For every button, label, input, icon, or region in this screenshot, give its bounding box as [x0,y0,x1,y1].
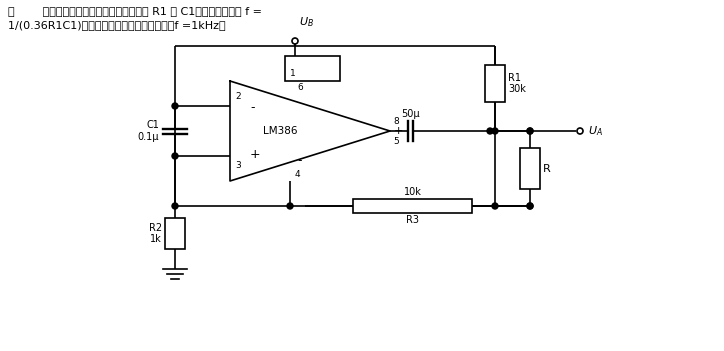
Circle shape [172,153,178,159]
Circle shape [287,203,293,209]
Bar [485,65,505,102]
Text: +: + [250,147,261,160]
Bar [165,218,185,249]
Text: -: - [298,154,302,167]
Text: 10k: 10k [403,187,421,197]
Text: 图        所示振荡电路的振荡频率直接取决于 R1 和 C1，有近似关系式 f =: 图 所示振荡电路的振荡频率直接取决于 R1 和 C1，有近似关系式 f = [8,6,262,16]
Text: +: + [394,126,403,136]
Text: 1: 1 [290,69,295,78]
Text: -: - [250,101,255,114]
Text: 3: 3 [235,161,241,170]
Bar [285,56,340,81]
Circle shape [527,203,533,209]
Text: $U_A$: $U_A$ [588,124,603,138]
Circle shape [172,103,178,109]
Circle shape [492,203,498,209]
Circle shape [292,38,298,44]
Text: 50μ: 50μ [400,109,419,119]
Text: C1
0.1μ: C1 0.1μ [138,120,159,142]
Text: $U_B$: $U_B$ [299,15,314,29]
Text: 2: 2 [235,92,240,101]
Text: LM386: LM386 [263,126,298,136]
Circle shape [527,128,533,134]
Text: 8: 8 [393,117,399,126]
Text: 6: 6 [297,83,303,92]
Text: 4: 4 [295,170,300,179]
Circle shape [487,128,493,134]
Circle shape [527,203,533,209]
Bar [353,199,471,213]
Circle shape [492,128,498,134]
Text: 1/(0.36R1C1)。在图中所给出的参数情况下，f =1kHz。: 1/(0.36R1C1)。在图中所给出的参数情况下，f =1kHz。 [8,20,226,30]
Text: R2
1k: R2 1k [149,223,162,244]
Circle shape [527,128,533,134]
Bar [520,148,540,189]
Text: R3: R3 [406,215,419,225]
Text: R1
30k: R1 30k [508,73,526,94]
Circle shape [577,128,583,134]
Circle shape [172,203,178,209]
Text: 5: 5 [393,137,399,146]
Text: R: R [543,164,551,173]
